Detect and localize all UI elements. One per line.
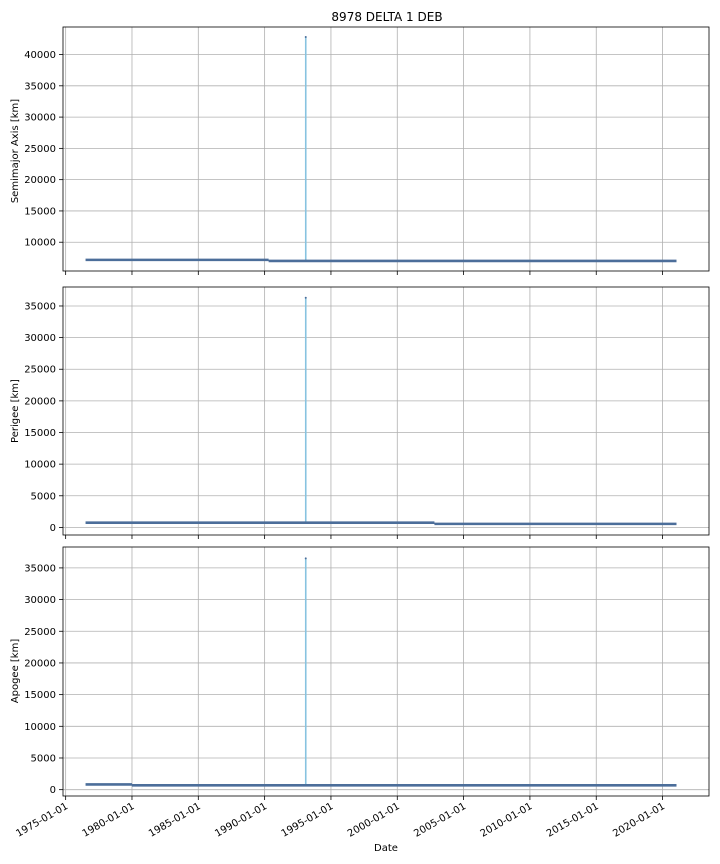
chart-title: 8978 DELTA 1 DEB (331, 10, 442, 24)
semimajor-y-tick-label: 20000 (24, 175, 56, 186)
semimajor-y-tick-label: 40000 (24, 50, 56, 61)
x-tick-label: 1980-01-01 (81, 801, 137, 840)
semimajor-y-tick-label: 35000 (24, 81, 56, 92)
x-tick-label: 2005-01-01 (412, 801, 468, 840)
y-axis-label-perigee: Perigee [km] (10, 379, 21, 443)
perigee-spike-point (304, 296, 307, 299)
perigee-y-tick-label: 5000 (31, 491, 56, 502)
x-tick-label: 2015-01-01 (545, 801, 601, 840)
panel-semimajor-axis: 10000 15000 20000 25000 30000 35000 40000 (24, 26, 710, 275)
x-tick-label: 2020-01-01 (611, 801, 667, 840)
semimajor-y-tick-label: 15000 (24, 206, 56, 217)
apogee-y-tick-label: 5000 (31, 753, 56, 764)
perigee-axes-frame (62, 286, 710, 536)
semimajor-axes-frame (62, 26, 710, 272)
x-tick-label: 1975-01-01 (14, 801, 70, 840)
panel-perigee: 0 5000 10000 15000 20000 25000 30000 35000 (24, 286, 710, 539)
semimajor-y-tick-label: 25000 (24, 144, 56, 155)
x-tick-label: 1995-01-01 (280, 801, 336, 840)
perigee-y-tick-label: 35000 (24, 301, 56, 312)
semimajor-y-tick-label: 30000 (24, 113, 56, 124)
semimajor-spike-point (304, 36, 307, 39)
perigee-y-tick-label: 15000 (24, 428, 56, 439)
x-tick-label: 1985-01-01 (147, 801, 203, 840)
apogee-y-tick-label: 0 (50, 785, 56, 796)
apogee-axes-frame (62, 546, 710, 797)
perigee-y-tick-label: 25000 (24, 365, 56, 376)
y-axis-label-apogee: Apogee [km] (10, 639, 21, 704)
x-tick-label: 2010-01-01 (479, 801, 535, 840)
perigee-y-tick-label: 30000 (24, 333, 56, 344)
perigee-y-tick-label: 10000 (24, 460, 56, 471)
perigee-y-tick-label: 0 (50, 523, 56, 534)
semimajor-y-tick-label: 10000 (24, 238, 56, 249)
y-axis-label-semimajor: Semimajor Axis [km] (10, 99, 21, 203)
x-tick-label: 1990-01-01 (213, 801, 269, 840)
x-tick-label: 2000-01-01 (346, 801, 402, 840)
apogee-spike-point (304, 557, 307, 560)
panel-apogee: 0 5000 10000 15000 20000 25000 30000 35000 1975-… (14, 546, 710, 840)
x-axis-label: Date (374, 843, 398, 854)
apogee-y-tick-label: 10000 (24, 722, 56, 733)
apogee-y-tick-label: 15000 (24, 690, 56, 701)
apogee-y-tick-label: 25000 (24, 627, 56, 638)
perigee-y-tick-label: 20000 (24, 396, 56, 407)
apogee-y-tick-label: 30000 (24, 595, 56, 606)
apogee-y-tick-label: 35000 (24, 563, 56, 574)
apogee-y-tick-label: 20000 (24, 658, 56, 669)
